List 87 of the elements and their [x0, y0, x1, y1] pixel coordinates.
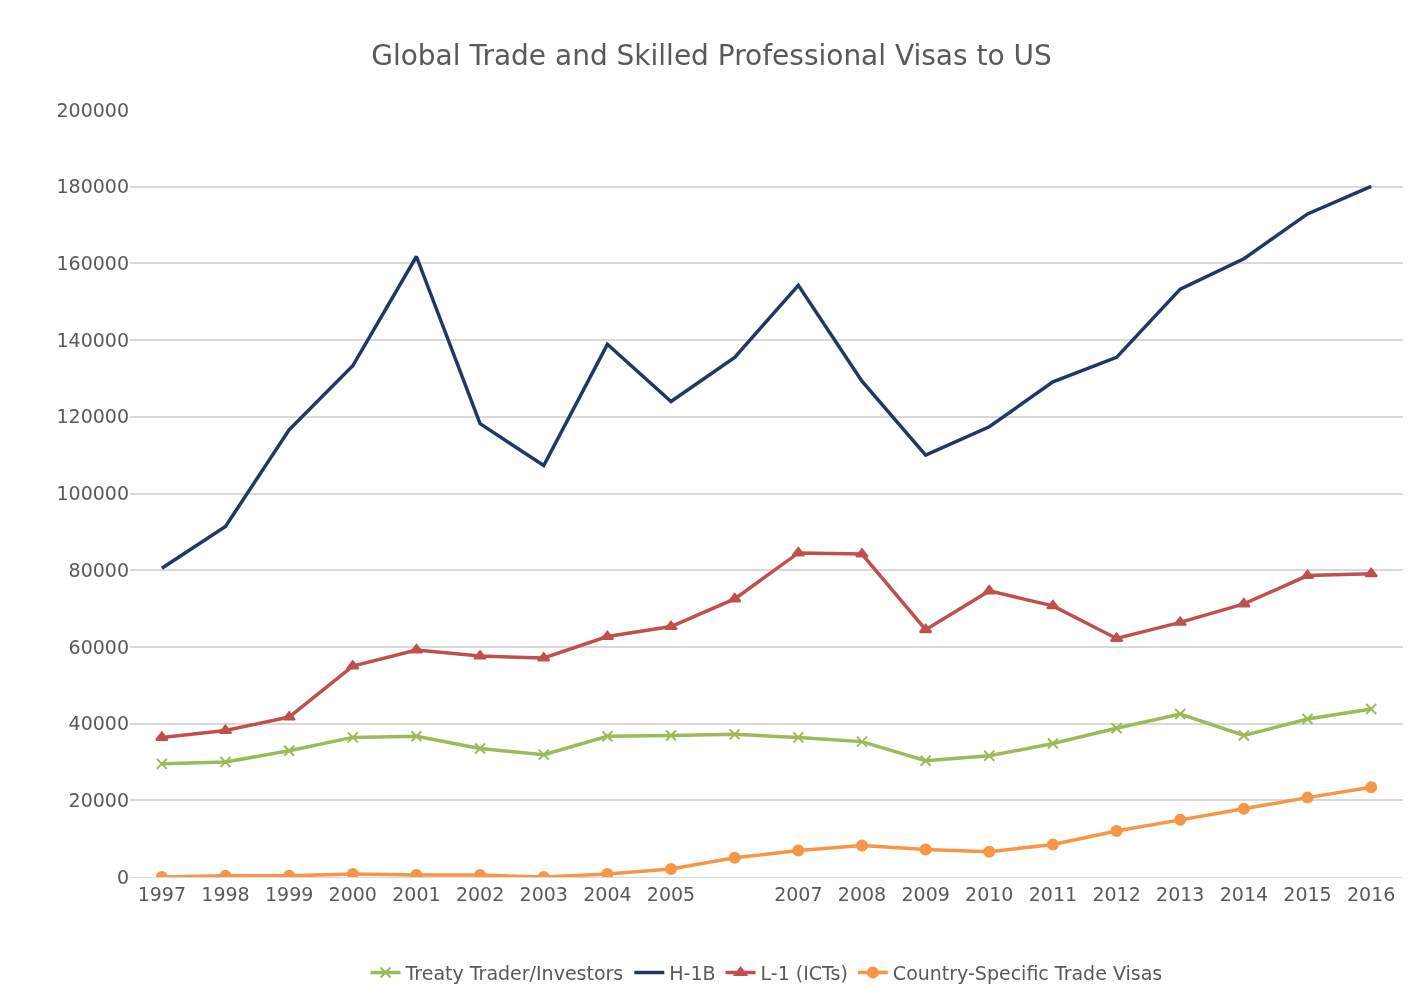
- point: [792, 731, 805, 744]
- x-tick-label: 1997: [137, 882, 187, 905]
- x-tick-label: 2015: [1283, 882, 1332, 905]
- point: [792, 844, 805, 857]
- point: [1301, 713, 1314, 725]
- point: [1046, 599, 1060, 610]
- point: [155, 757, 168, 770]
- x-tick-label: 2014: [1219, 882, 1269, 905]
- point: [282, 711, 296, 721]
- y-tick-label: 100000: [56, 482, 129, 505]
- x-tick-label: 2016: [1347, 882, 1396, 905]
- point: [1300, 569, 1315, 580]
- y-tick-label: 180000: [56, 175, 129, 198]
- point: [982, 584, 997, 595]
- y-tick-label: 80000: [68, 558, 129, 581]
- legend-label: L-1 (ICTs): [760, 961, 848, 984]
- point: [918, 623, 933, 634]
- x-tick-label: 2003: [519, 882, 568, 905]
- y-tick-label: 0: [116, 865, 129, 888]
- point: [1110, 722, 1123, 735]
- point: [1301, 791, 1314, 804]
- x-tick-label: 2010: [965, 882, 1014, 905]
- point: [1174, 708, 1187, 721]
- point: [283, 744, 296, 757]
- y-tick-label: 120000: [56, 405, 129, 428]
- x-tick-label: 2009: [901, 882, 950, 905]
- legend-label: H-1B: [669, 961, 716, 984]
- point: [664, 620, 678, 631]
- x-tick-label: 2004: [583, 882, 632, 905]
- x-tick-label: 2008: [837, 882, 887, 905]
- x-tick-label: 2000: [328, 882, 377, 905]
- point: [219, 755, 232, 768]
- legend-label: Country-Specific Trade Visas: [892, 961, 1163, 984]
- point: [473, 650, 487, 660]
- x-tick-label: 2002: [455, 882, 505, 905]
- point: [791, 546, 806, 557]
- point: [1110, 824, 1123, 837]
- point: [665, 729, 678, 742]
- point: [1174, 813, 1187, 826]
- point: [346, 731, 359, 744]
- x-tick-label: 2012: [1092, 882, 1141, 905]
- point: [1365, 703, 1378, 716]
- point: [983, 845, 996, 858]
- line-series: [160, 184, 1373, 571]
- point: [601, 867, 614, 877]
- point: [1237, 729, 1250, 742]
- x-tick-label: 2013: [1156, 882, 1205, 905]
- point: [728, 851, 741, 864]
- x-tick-label: 2011: [1028, 882, 1078, 905]
- x-tick-label: 1999: [264, 882, 314, 905]
- point: [410, 730, 423, 743]
- point: [665, 862, 678, 875]
- y-tick-label: 60000: [68, 635, 129, 658]
- x-tick-label: 1998: [201, 882, 250, 905]
- point: [1365, 781, 1378, 794]
- x-tick-label: 2005: [646, 882, 696, 905]
- y-tick-label: 160000: [56, 252, 129, 275]
- point: [1173, 616, 1187, 626]
- point: [346, 867, 359, 877]
- point: [728, 728, 741, 741]
- point: [855, 548, 869, 558]
- point: [409, 643, 424, 654]
- chart-title: Global Trade and Skilled Professional Visas to US: [371, 38, 1052, 72]
- point: [601, 730, 614, 743]
- point: [1046, 838, 1059, 851]
- x-tick-label: 2001: [392, 882, 441, 905]
- y-tick-label: 40000: [68, 712, 129, 735]
- point: [1237, 597, 1251, 608]
- point: [919, 843, 932, 856]
- point: [727, 592, 742, 603]
- point: [855, 839, 868, 852]
- point: [474, 742, 487, 755]
- y-tick-label: 20000: [68, 788, 129, 811]
- point: [600, 630, 615, 641]
- point: [1046, 737, 1059, 750]
- point: [346, 660, 360, 670]
- legend-label: Treaty Trader/Investors: [404, 961, 624, 984]
- point: [155, 731, 169, 741]
- point: [919, 754, 932, 767]
- point: [983, 749, 996, 762]
- point: [1364, 567, 1378, 578]
- y-tick-label: 140000: [56, 328, 129, 351]
- point: [855, 735, 868, 748]
- point: [1237, 802, 1250, 815]
- point: [537, 748, 550, 761]
- x-tick-label: 2007: [774, 882, 823, 905]
- y-tick-label: 200000: [56, 98, 129, 121]
